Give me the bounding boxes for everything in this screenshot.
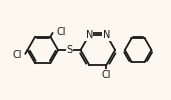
Text: S: S: [66, 45, 72, 55]
Text: Cl: Cl: [12, 50, 22, 60]
Text: N: N: [103, 30, 110, 40]
Text: Cl: Cl: [56, 27, 65, 37]
Text: N: N: [86, 30, 93, 40]
Text: Cl: Cl: [102, 70, 111, 80]
